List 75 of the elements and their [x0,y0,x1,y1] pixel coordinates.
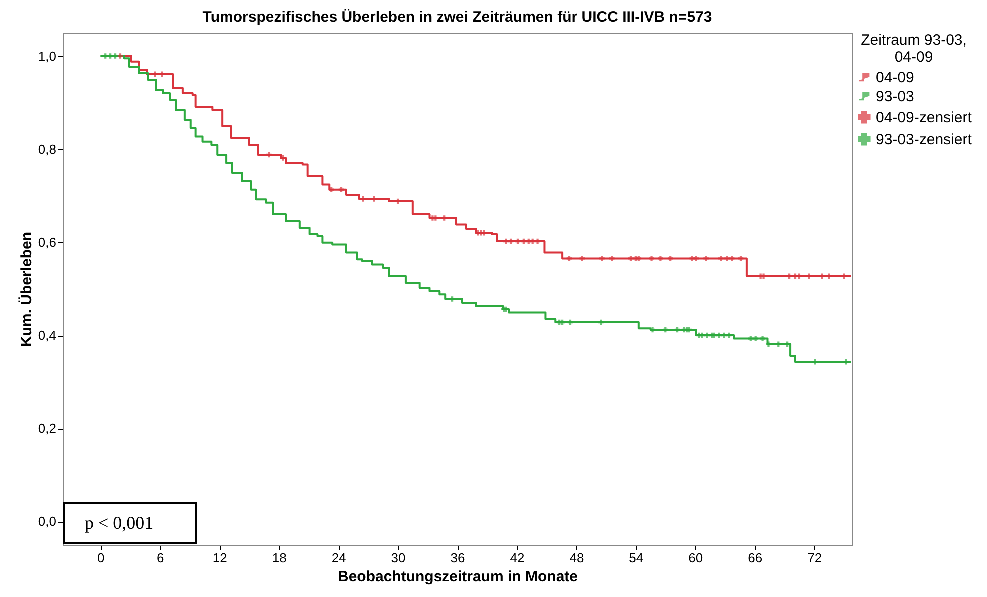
x-axis-title: Beobachtungszeitraum in Monate [338,568,578,586]
point [328,187,334,193]
point [658,256,664,262]
x-tick-label: 12 [212,550,228,566]
y-tick-label: 0,8 [38,142,56,157]
point [152,72,158,78]
point [766,342,772,348]
point [598,320,604,326]
point [760,336,766,342]
point [338,187,344,193]
point [535,238,540,244]
point [729,256,735,262]
legend-label: 04-09-zensiert [876,110,973,126]
y-tick-label: 0,6 [38,234,56,250]
legend-title: Zeitraum 93-03, 04-09 [861,32,967,66]
point [668,256,674,262]
legend-label: 93-03-zensiert [876,132,973,148]
point [580,256,586,262]
point [776,342,782,348]
point [748,336,754,342]
point [112,54,118,59]
point [442,216,448,221]
y-tick-label: 0,4 [38,328,56,344]
point [761,274,766,280]
point [649,256,654,262]
point [159,72,165,78]
x-tick-label: 36 [450,550,466,566]
point [450,296,456,302]
y-tick-label: 0,2 [38,421,56,436]
x-tick-label: 72 [808,550,822,566]
point [433,216,438,221]
point [266,152,272,158]
point [753,336,758,342]
point [738,256,744,262]
y-axis-title: Kum. Überleben [18,232,36,348]
point [600,256,605,262]
point [704,332,710,338]
point [718,256,724,262]
x-tick-label: 54 [629,550,644,566]
point [118,54,124,59]
point [628,256,634,262]
chart-title: Tumorspezifisches Überleben in zwei Zeiträumen für UICC III-IVB n=573 [202,9,712,26]
x-tick-label: 30 [391,550,406,566]
point [826,274,832,280]
point [372,196,377,202]
point [482,230,487,236]
point [280,156,286,161]
x-tick-label: 18 [272,550,287,566]
text-box: p < 0,001 [63,502,197,544]
point [820,274,825,280]
y-tick-label: 0,0 [38,514,56,530]
point [784,342,790,348]
point [724,256,730,262]
x-tick-label: 66 [748,550,763,566]
point [609,256,615,262]
x-tick-label: 42 [510,550,525,566]
x-tick-label: 6 [157,550,164,566]
x-tick-label: 60 [688,550,704,566]
point [694,256,700,262]
point [102,54,108,59]
legend-label: 04-09 [876,70,914,86]
y-tick-label: 1,0 [38,48,56,64]
point [566,256,572,262]
x-tick-label: 48 [570,550,584,566]
point [704,256,709,262]
point [806,274,812,280]
x-tick-label: 24 [332,550,346,566]
point [636,256,642,262]
x-tick-label: 0 [98,550,105,566]
point [650,327,656,333]
point [812,359,818,365]
point [663,327,668,333]
point [108,54,114,59]
point [360,196,366,202]
legend-label: 93-03 [876,88,914,106]
